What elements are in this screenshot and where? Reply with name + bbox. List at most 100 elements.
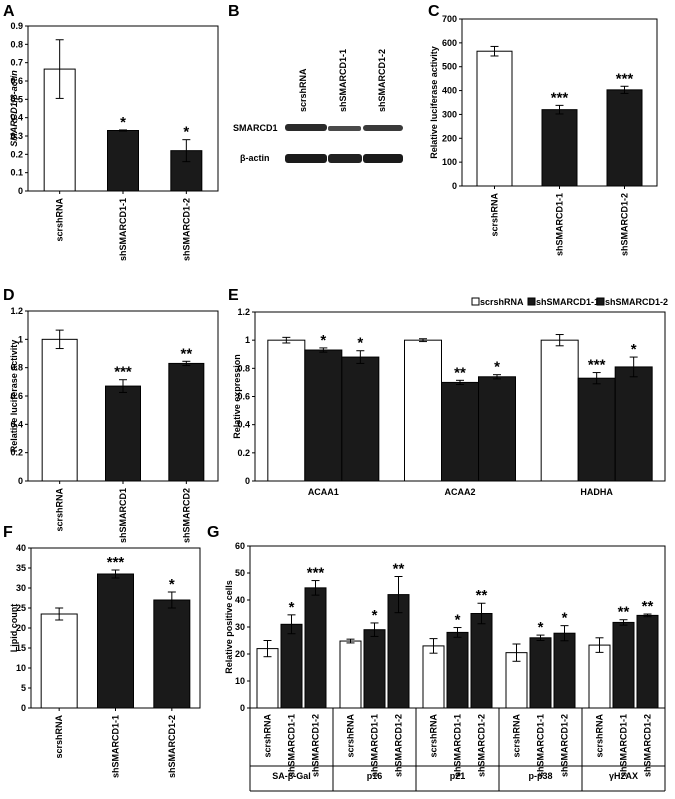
x-category-label: shSMARCD1-1 xyxy=(111,715,121,778)
x-group-label: p16 xyxy=(367,771,383,781)
bar xyxy=(606,89,643,187)
bar xyxy=(97,573,134,709)
y-tick-label: 0.6 xyxy=(10,76,23,86)
bar xyxy=(40,613,78,709)
panel-letter-b: B xyxy=(228,3,240,20)
bar xyxy=(553,632,576,709)
x-sub-label: shSMARCD1-1 xyxy=(370,714,380,777)
bar xyxy=(280,623,303,709)
x-category-label: shSMARCD1 xyxy=(118,488,128,543)
significance-mark: * xyxy=(494,359,500,376)
significance-mark: * xyxy=(372,607,378,624)
bar xyxy=(541,109,578,187)
x-sub-label: shSMARCD1-2 xyxy=(477,714,487,777)
x-category-label: ACAA1 xyxy=(308,487,339,497)
bar xyxy=(304,349,343,482)
y-tick-label: 0 xyxy=(18,186,23,196)
significance-mark: *** xyxy=(114,364,132,381)
x-category-label: scrshRNA xyxy=(55,198,65,242)
bar xyxy=(267,339,306,482)
significance-mark: * xyxy=(357,335,363,352)
x-sub-label: scrshRNA xyxy=(595,714,605,758)
y-tick-label: 0 xyxy=(240,703,245,713)
chart-d: 0 0.2 0.4 0.6 0.8 1 1.2 Relative luciferase act… xyxy=(9,306,219,543)
y-tick-label: 0 xyxy=(21,703,26,713)
x-category-label: scrshRNA xyxy=(490,193,500,237)
bar xyxy=(256,648,279,709)
y-axis-label: Relative positive cells xyxy=(224,580,234,674)
blot-row-label-smarcd1: SMARCD1 xyxy=(233,123,278,133)
y-tick-label: 40 xyxy=(235,595,245,605)
y-tick-label: 100 xyxy=(442,157,457,167)
y-tick-label: 0.2 xyxy=(237,448,250,458)
bar xyxy=(304,587,327,709)
bar xyxy=(168,362,205,482)
y-tick-label: 60 xyxy=(235,541,245,551)
panel-letter-g: G xyxy=(207,524,219,541)
y-tick-label: 5 xyxy=(21,683,26,693)
y-tick-label: 300 xyxy=(442,109,457,119)
bar xyxy=(529,637,552,709)
significance-mark: *** xyxy=(107,554,125,571)
x-group-label: SA-β-Gal xyxy=(272,771,311,781)
bar xyxy=(540,339,579,482)
significance-mark: * xyxy=(320,332,326,349)
panel-letter-c: C xyxy=(428,3,440,20)
blot-band-actin-lane2 xyxy=(328,154,362,163)
y-tick-label: 10 xyxy=(235,676,245,686)
chart-f: 0 5 10 15 20 25 30 35 40 Lipid count scrshRNA *** sh… xyxy=(9,543,201,778)
significance-mark: * xyxy=(169,576,175,593)
significance-mark: * xyxy=(631,341,637,358)
y-tick-label: 0.5 xyxy=(10,94,23,104)
x-category-label: shSMARCD2 xyxy=(181,488,191,543)
y-tick-label: 0.6 xyxy=(237,392,250,402)
legend-label: shSMARCD1-2 xyxy=(605,297,668,307)
panel-letter-d: D xyxy=(3,287,15,304)
blot-band-actin-lane1 xyxy=(285,154,327,163)
bar xyxy=(470,613,493,709)
significance-mark: ** xyxy=(476,587,488,604)
legend-swatch xyxy=(596,297,605,306)
y-tick-label: 0.4 xyxy=(10,113,23,123)
legend-swatch xyxy=(527,297,536,306)
bar xyxy=(636,614,659,709)
chart-g: 0 10 20 30 40 50 60 Relative positive cells scrs… xyxy=(224,541,666,792)
legend-label: scrshRNA xyxy=(480,297,524,307)
y-tick-label: 700 xyxy=(442,14,457,24)
y-tick-label: 20 xyxy=(235,649,245,659)
blot-band-actin-lane3 xyxy=(363,154,403,163)
bar xyxy=(422,645,445,709)
bar xyxy=(153,599,191,709)
x-category-label: shSMARCD1-2 xyxy=(620,193,630,256)
x-category-label: shSMARCD1-1 xyxy=(118,198,128,261)
x-category-label: ACAA2 xyxy=(444,487,475,497)
significance-mark: ** xyxy=(180,345,192,362)
western-blot: scrshRNA shSMARCD1-1 shSMARCD1-2 SMARCD1… xyxy=(233,49,403,163)
x-sub-label: shSMARCD1-1 xyxy=(287,714,297,777)
blot-lane-label-shsmarcd1-1: shSMARCD1-1 xyxy=(338,49,348,112)
bar xyxy=(588,644,611,709)
y-axis-label: Relative luciferase activity xyxy=(9,340,19,453)
bar xyxy=(105,385,141,482)
significance-mark: *** xyxy=(307,565,325,582)
y-tick-label: 0.2 xyxy=(10,149,23,159)
y-tick-label: 0.3 xyxy=(10,131,23,141)
charts-layer: 0 0.1 0.2 0.3 0.4 0.5 0.6 0.7 0.8 0.9 SMARCD1/β-ac… xyxy=(9,14,668,792)
x-category-label: scrshRNA xyxy=(54,715,64,759)
y-tick-label: 0.2 xyxy=(10,448,23,458)
blot-row-label-beta-actin: β-actin xyxy=(240,153,270,163)
bar xyxy=(478,376,516,482)
bar xyxy=(612,621,635,709)
y-tick-label: 10 xyxy=(16,663,26,673)
x-sub-label: shSMARCD1-1 xyxy=(536,714,546,777)
x-category-label: shSMARCD1-1 xyxy=(555,193,565,256)
y-axis-label: Relative luciferase activity xyxy=(429,46,439,159)
significance-mark: * xyxy=(562,610,568,627)
x-category-label: HADHA xyxy=(580,487,613,497)
x-sub-label: shSMARCD1-2 xyxy=(394,714,404,777)
y-tick-label: 30 xyxy=(16,583,26,593)
x-sub-label: shSMARCD1-1 xyxy=(619,714,629,777)
bar xyxy=(339,640,362,709)
blot-band-smarcd1-lane3 xyxy=(363,125,403,131)
